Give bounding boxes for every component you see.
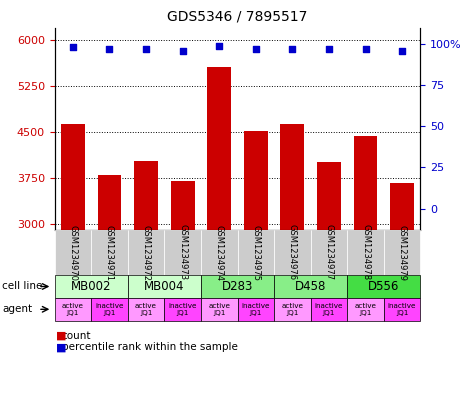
Bar — [353, 136, 378, 230]
Point — [142, 46, 150, 52]
Text: D458: D458 — [295, 280, 326, 293]
Text: cell line: cell line — [2, 281, 43, 292]
Text: agent: agent — [2, 304, 32, 314]
Bar — [390, 183, 414, 230]
Text: percentile rank within the sample: percentile rank within the sample — [62, 342, 238, 353]
Text: active
JQ1: active JQ1 — [135, 303, 157, 316]
Text: GSM1234970: GSM1234970 — [68, 224, 77, 281]
Point — [398, 48, 406, 54]
Bar — [97, 175, 122, 230]
Bar — [244, 130, 268, 230]
Text: GSM1234976: GSM1234976 — [288, 224, 297, 281]
Point — [252, 46, 259, 52]
Text: D283: D283 — [222, 280, 253, 293]
Bar — [61, 125, 85, 230]
Point — [362, 46, 370, 52]
Text: count: count — [62, 331, 91, 341]
Text: GSM1234975: GSM1234975 — [251, 224, 260, 281]
Text: MB004: MB004 — [144, 280, 185, 293]
Text: active
JQ1: active JQ1 — [354, 303, 377, 316]
Text: active
JQ1: active JQ1 — [62, 303, 84, 316]
Bar — [280, 124, 304, 230]
Text: ■: ■ — [56, 331, 66, 341]
Point — [289, 46, 296, 52]
Bar — [317, 162, 341, 230]
Point — [179, 48, 186, 54]
Text: GDS5346 / 7895517: GDS5346 / 7895517 — [167, 10, 308, 24]
Bar — [134, 161, 158, 230]
Text: GSM1234978: GSM1234978 — [361, 224, 370, 281]
Text: GSM1234974: GSM1234974 — [215, 224, 224, 281]
Point — [105, 46, 113, 52]
Text: MB002: MB002 — [71, 280, 112, 293]
Text: GSM1234971: GSM1234971 — [105, 224, 114, 281]
Text: GSM1234972: GSM1234972 — [142, 224, 151, 281]
Text: inactive
JQ1: inactive JQ1 — [314, 303, 343, 316]
Text: inactive
JQ1: inactive JQ1 — [95, 303, 124, 316]
Text: GSM1234977: GSM1234977 — [324, 224, 333, 281]
Point — [325, 46, 332, 52]
Text: inactive
JQ1: inactive JQ1 — [168, 303, 197, 316]
Text: active
JQ1: active JQ1 — [208, 303, 230, 316]
Text: inactive
JQ1: inactive JQ1 — [241, 303, 270, 316]
Bar — [207, 67, 231, 230]
Text: D556: D556 — [368, 280, 399, 293]
Text: active
JQ1: active JQ1 — [281, 303, 304, 316]
Point — [216, 42, 223, 49]
Text: inactive
JQ1: inactive JQ1 — [388, 303, 416, 316]
Text: GSM1234973: GSM1234973 — [178, 224, 187, 281]
Text: ■: ■ — [56, 342, 66, 353]
Point — [69, 44, 77, 50]
Bar — [171, 181, 195, 230]
Text: GSM1234979: GSM1234979 — [398, 224, 407, 281]
